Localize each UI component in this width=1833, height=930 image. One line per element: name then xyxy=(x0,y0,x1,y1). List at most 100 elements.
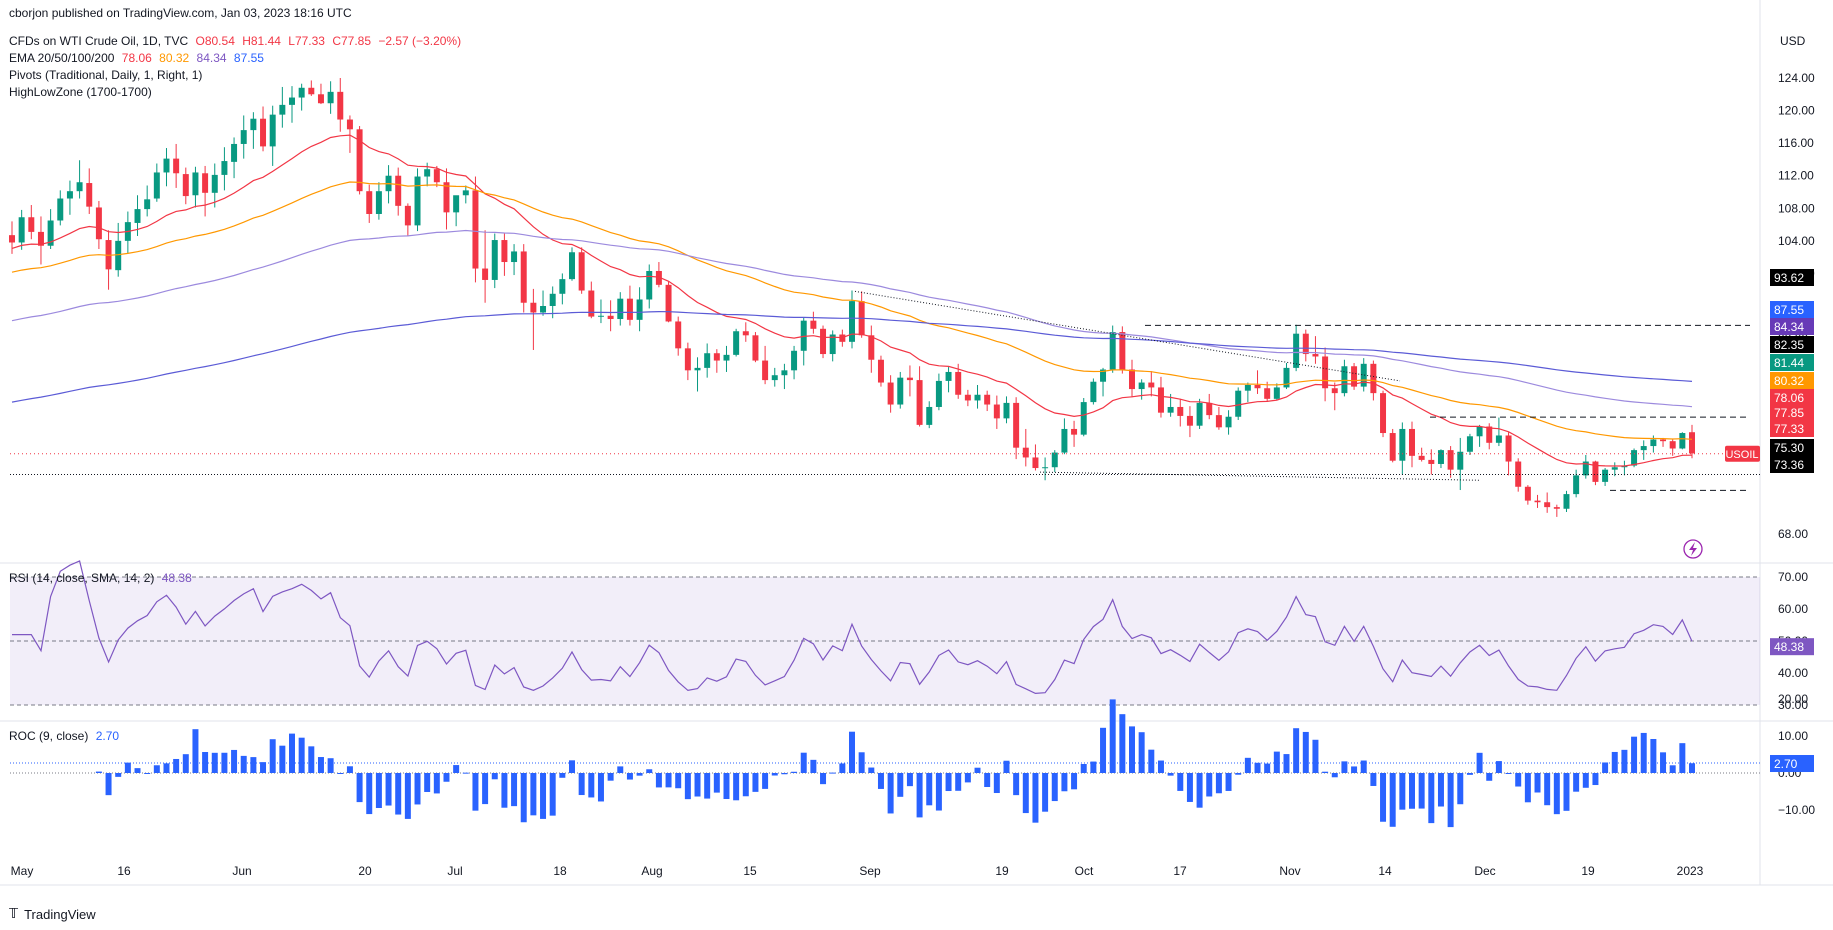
candle-body xyxy=(1167,406,1174,413)
price-badge-label: 93.62 xyxy=(1774,271,1804,285)
candle-body xyxy=(1524,486,1531,501)
ema200-value: 87.55 xyxy=(233,51,264,65)
roc-bar xyxy=(762,773,769,789)
price-badge-label: 78.06 xyxy=(1774,391,1804,405)
rsi-tick-label: 40.00 xyxy=(1778,666,1808,680)
time-tick-label: Jun xyxy=(232,864,251,878)
candle-body xyxy=(375,191,382,214)
candle-body xyxy=(66,191,73,199)
roc-bar xyxy=(1370,773,1377,786)
candle-body xyxy=(1515,461,1522,487)
roc-bar xyxy=(810,759,817,773)
candle-body xyxy=(742,331,749,336)
roc-tick-label: 20.00 xyxy=(1778,692,1808,706)
candle-body xyxy=(887,382,894,405)
candle-body xyxy=(1409,428,1415,456)
candle-body xyxy=(134,209,141,223)
time-tick-label: 19 xyxy=(995,864,1009,878)
candle-body xyxy=(1399,428,1406,461)
roc-bar xyxy=(1109,699,1116,773)
candle-body xyxy=(1061,428,1068,453)
roc-bar xyxy=(1071,773,1078,790)
candle-body xyxy=(897,377,904,405)
candle-body xyxy=(771,375,778,381)
roc-bar xyxy=(820,773,827,785)
roc-bar xyxy=(1322,771,1329,773)
roc-bar xyxy=(1631,736,1638,773)
candle-body xyxy=(597,315,604,317)
roc-bar xyxy=(443,773,450,782)
roc-bar xyxy=(289,733,295,773)
candle-body xyxy=(1331,388,1338,394)
candle-body xyxy=(144,199,151,210)
roc-bar xyxy=(1090,761,1097,773)
candle-body xyxy=(1032,457,1039,469)
candle-body xyxy=(1080,402,1087,435)
price-tick-label: 68.00 xyxy=(1778,527,1808,541)
roc-bar xyxy=(984,773,991,788)
roc-bar xyxy=(675,773,682,789)
symbol-tag-label: USOIL xyxy=(1725,449,1758,461)
roc-bar xyxy=(559,773,566,778)
roc-bar xyxy=(95,771,102,773)
price-badge-label: 77.85 xyxy=(1774,406,1804,420)
roc-bar xyxy=(308,746,315,773)
candle-body xyxy=(327,91,334,104)
roc-bar xyxy=(1351,766,1358,773)
brand[interactable]: 𝕋 TradingView xyxy=(9,906,96,922)
currency-label: USD xyxy=(1780,34,1806,48)
candle-body xyxy=(163,158,170,173)
candle-body xyxy=(1129,369,1135,390)
roc-bar xyxy=(317,757,324,773)
candle-body xyxy=(1013,402,1020,448)
candle-body xyxy=(655,270,662,285)
roc-bar xyxy=(153,765,160,773)
ohlc-open: O80.54 xyxy=(195,34,235,48)
roc-bar xyxy=(1042,773,1049,812)
rsi-badge-label: 48.38 xyxy=(1774,640,1804,654)
candle-body xyxy=(9,235,15,243)
roc-bar xyxy=(1650,738,1657,773)
roc-bar xyxy=(520,773,527,823)
candle-body xyxy=(1380,393,1387,434)
roc-bar xyxy=(1389,773,1396,827)
roc-bar xyxy=(202,752,209,773)
candle-body xyxy=(906,377,913,381)
candle-body xyxy=(665,284,672,322)
candle-body xyxy=(1476,426,1483,437)
candle-body xyxy=(1360,363,1367,387)
candle-body xyxy=(1660,439,1667,442)
roc-bar xyxy=(1409,773,1415,809)
price-badge-label: 82.35 xyxy=(1774,338,1804,352)
roc-bar xyxy=(1061,773,1068,792)
candle-body xyxy=(694,367,701,371)
ohlc-close: C77.85 xyxy=(332,34,372,48)
candle-body xyxy=(1312,354,1319,357)
symbol-tag xyxy=(1725,445,1760,462)
price-badge xyxy=(1770,336,1814,353)
roc-bar xyxy=(501,773,508,808)
roc-bar xyxy=(974,767,981,773)
roc-bar xyxy=(1283,754,1290,773)
roc-bar xyxy=(1148,749,1155,773)
candle-body xyxy=(453,195,460,213)
candle-body xyxy=(1293,333,1300,368)
roc-bar xyxy=(829,772,836,774)
brand-name: TradingView xyxy=(24,906,96,922)
candle-body xyxy=(1679,433,1686,449)
candle-body xyxy=(443,182,450,213)
time-tick-label: 2023 xyxy=(1677,864,1704,878)
candle-body xyxy=(260,118,267,147)
roc-bar xyxy=(1660,752,1667,773)
candle-body xyxy=(1582,461,1589,476)
candle-body xyxy=(964,394,971,401)
symbol-line: CFDs on WTI Crude Oil, 1D, TVC O80.54 H8… xyxy=(9,34,465,49)
candle-body xyxy=(1273,387,1280,399)
roc-bar xyxy=(1013,773,1020,796)
candle-body xyxy=(1669,441,1676,449)
candle-body xyxy=(240,130,247,144)
time-tick-label: Sep xyxy=(859,864,881,878)
candle-body xyxy=(752,335,759,361)
roc-bar xyxy=(453,765,460,773)
